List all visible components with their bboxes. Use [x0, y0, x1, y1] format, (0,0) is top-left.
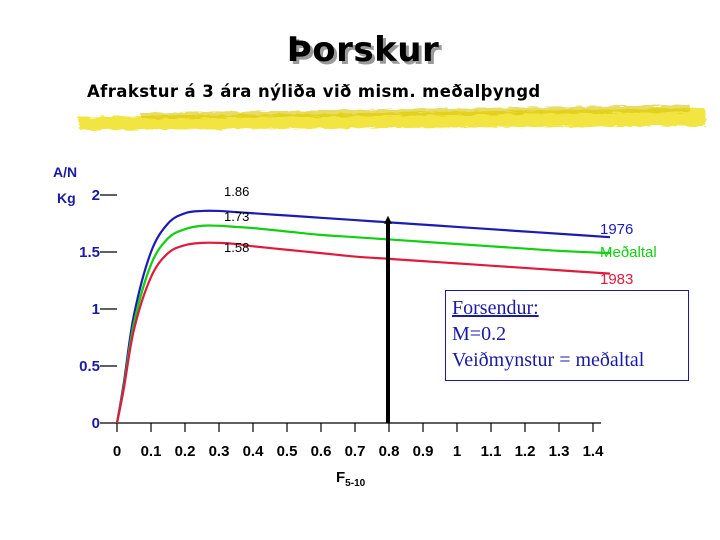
y-tick-label: 1.5 [79, 244, 100, 261]
assumptions-line-2: Veiðmynstur = meðaltal [452, 349, 645, 371]
series-label: 1983 [600, 271, 633, 288]
x-tick-label: 1.3 [549, 443, 570, 460]
peak-label: 1.58 [224, 240, 249, 255]
y-axis-label-line2: Kg [57, 190, 76, 206]
x-tick-label: 1.4 [583, 443, 605, 460]
x-tick-label: 1.2 [515, 443, 536, 460]
highlight-stroke [78, 105, 706, 130]
x-tick-label: 0.2 [175, 443, 196, 460]
x-tick-label: 1.1 [481, 443, 502, 460]
series-lines [115, 209, 611, 424]
y-axis-label-line1: A/N [53, 164, 77, 180]
series-line-2 [115, 241, 611, 424]
series-label: Meðaltal [600, 244, 657, 261]
axes: 0 0.5 1 1.5 2 0 0.1 0.2 0.3 0.4 0.5 0.6 0.7 0.8 0.9 1 1.… [79, 187, 604, 460]
x-tick-label: 0.3 [209, 443, 230, 460]
page-subtitle: Afrakstur á 3 ára nýliða við mism. meðal… [87, 82, 541, 101]
x-tick-label: 0.4 [243, 443, 265, 460]
y-tick-label: 0 [92, 415, 100, 432]
series-label: 1976 [600, 221, 633, 238]
x-tick-label: 0.7 [345, 443, 366, 460]
x-tick-label: 0.1 [141, 443, 162, 460]
peak-label: 1.73 [224, 209, 249, 224]
assumptions-box: Forsendur: M=0.2 Veiðmynstur = meðaltal [445, 290, 689, 381]
y-tick-label: 2 [92, 187, 100, 204]
x-tick-label: 0.5 [277, 443, 298, 460]
page-title: Þorskur [286, 30, 440, 70]
assumptions-line-1: M=0.2 [452, 323, 507, 345]
y-tick-label: 1 [92, 301, 100, 318]
peak-label: 1.86 [224, 184, 249, 199]
x-tick-label: 0.9 [413, 443, 434, 460]
x-tick-label: 0.6 [311, 443, 332, 460]
y-tick-label: 0.5 [79, 358, 100, 375]
x-tick-label: 1 [453, 443, 461, 460]
x-axis-label: F5-10 [336, 469, 366, 489]
x-axis-label-main: F [336, 469, 345, 486]
x-tick-label: 0 [113, 443, 121, 460]
series-line-1 [115, 224, 611, 424]
reference-arrowhead [384, 215, 392, 224]
x-axis-label-sub: 5-10 [345, 478, 365, 489]
assumptions-title: Forsendur: [452, 297, 539, 319]
x-tick-label: 0.8 [379, 443, 400, 460]
chart-labels: 1.86 1.73 1.58 1976 Meðaltal 1983 [224, 184, 657, 288]
series-line-0 [115, 209, 611, 424]
